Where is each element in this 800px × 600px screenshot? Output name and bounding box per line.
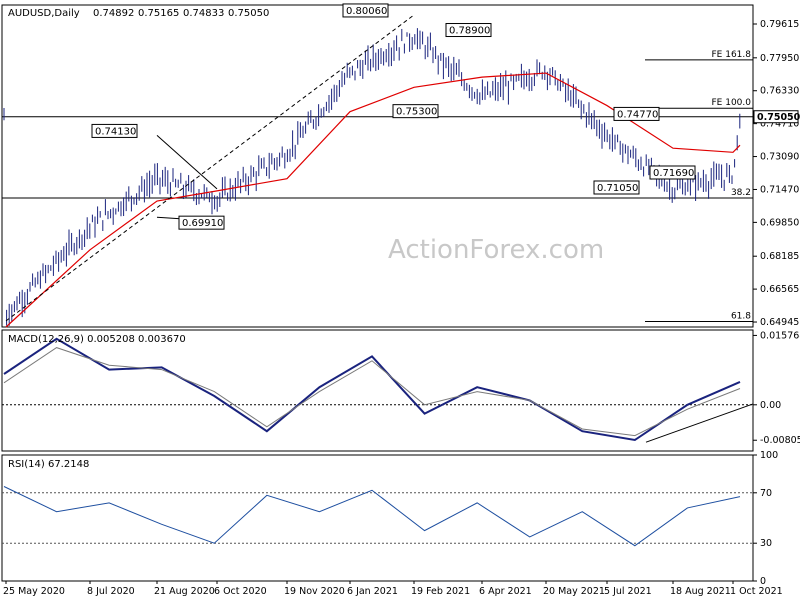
rsi-ytick-label: 30 — [760, 538, 772, 549]
ohlc-close: 0.75050 — [228, 8, 269, 19]
price-ytick-label: 0.69850 — [760, 217, 799, 228]
macd-signal-line — [3, 347, 741, 437]
macd-panel-title: MACD(12,26,9) 0.005208 0.003670 — [8, 334, 186, 345]
ohlc-open: 0.74892 — [93, 8, 134, 19]
price-ytick-label: 0.74710 — [760, 119, 799, 130]
price-panel-frame — [1, 4, 754, 328]
price-ytick-label: 0.71470 — [760, 184, 799, 195]
rsi-panel-frame — [1, 454, 754, 582]
price-layer: 0.79615 0.77950 0.76330 0.74710 0.73090 0.714… — [2, 3, 800, 328]
price-callout-box — [613, 106, 660, 121]
price-callout-box — [342, 3, 389, 18]
fib-level-label: 61.8 — [731, 312, 751, 322]
price-callout-box — [178, 215, 225, 230]
x-tick-label: 21 Aug 2020 — [154, 586, 215, 597]
x-tick-label: 25 May 2020 — [3, 586, 65, 597]
price-ytick-label: 0.76330 — [760, 86, 799, 97]
rsi-ytick-label: 0 — [760, 576, 766, 587]
rsi-layer: 100 70 30 0 — [2, 450, 778, 587]
price-callout-label: 0.80060 — [346, 6, 387, 17]
price-callout-label: 0.75300 — [396, 107, 437, 118]
trendline — [5, 14, 415, 322]
rsi-ytick-label: 70 — [760, 488, 772, 499]
fib-level-label: 38.2 — [731, 188, 751, 198]
price-panel-title: AUDUSD,Daily — [8, 8, 80, 19]
x-tick-label: 18 Aug 2021 — [670, 586, 731, 597]
price-callout-label: 0.74770 — [617, 109, 658, 120]
price-callout-label: 0.71050 — [597, 183, 638, 194]
current-price-marker — [753, 110, 799, 124]
x-tick-label: 8 Jul 2020 — [87, 586, 135, 597]
price-callout-box — [91, 123, 138, 138]
ohlc-high: 0.75165 — [138, 8, 179, 19]
x-tick-label: 19 Feb 2021 — [411, 586, 470, 597]
x-tick-label: 1 Oct 2021 — [730, 586, 783, 597]
price-callout-box — [445, 23, 492, 38]
price-callout-box — [392, 104, 439, 119]
price-ytick-label: 0.64945 — [760, 317, 799, 328]
x-tick-label: 6 Oct 2020 — [214, 586, 267, 597]
watermark: ActionForex.com — [388, 235, 604, 265]
macd-trendline — [645, 403, 754, 443]
macd-line — [3, 337, 741, 442]
x-tick-label: 20 May 2021 — [543, 586, 605, 597]
x-tick-label: 6 Jan 2021 — [347, 586, 398, 597]
x-axis: 25 May 2020 8 Jul 2020 21 Aug 2020 6 Oct 20… — [3, 581, 783, 597]
current-price-label: 0.75050 — [757, 112, 800, 123]
macd-layer: 0.015768 0.00 -0.008053 — [2, 330, 800, 446]
price-callout-box — [649, 165, 696, 180]
trendline — [156, 135, 218, 190]
price-ytick-label: 0.66565 — [760, 284, 799, 295]
moving-average-line — [5, 72, 741, 328]
ohlc-low: 0.74833 — [183, 8, 224, 19]
macd-ytick-label: 0.015768 — [760, 330, 800, 341]
price-ytick-label: 0.79615 — [760, 19, 799, 30]
macd-panel-frame — [1, 329, 754, 452]
fib-level-label: FE 100.0 — [712, 98, 752, 108]
x-tick-label: 5 Jul 2021 — [604, 586, 652, 597]
price-callout-label: 0.78900 — [449, 26, 490, 37]
macd-ytick-label: -0.008053 — [760, 435, 800, 446]
price-callout-label: 0.71690 — [653, 168, 694, 179]
fib-level-label: FE 161.8 — [712, 50, 752, 60]
rsi-ytick-label: 100 — [760, 450, 778, 461]
price-ytick-label: 0.68185 — [760, 251, 799, 262]
price-ytick-label: 0.77950 — [760, 53, 799, 64]
rsi-line — [3, 486, 741, 547]
price-callout-label: 0.74130 — [95, 126, 136, 137]
rsi-panel-title: RSI(14) 67.2148 — [8, 459, 89, 470]
price-ytick-label: 0.73090 — [760, 152, 799, 163]
x-tick-label: 19 Nov 2020 — [284, 586, 345, 597]
price-callout-box — [593, 180, 640, 195]
macd-ytick-label: 0.00 — [760, 400, 781, 411]
price-callout-label: 0.69910 — [182, 218, 223, 229]
x-tick-label: 6 Apr 2021 — [479, 586, 532, 597]
